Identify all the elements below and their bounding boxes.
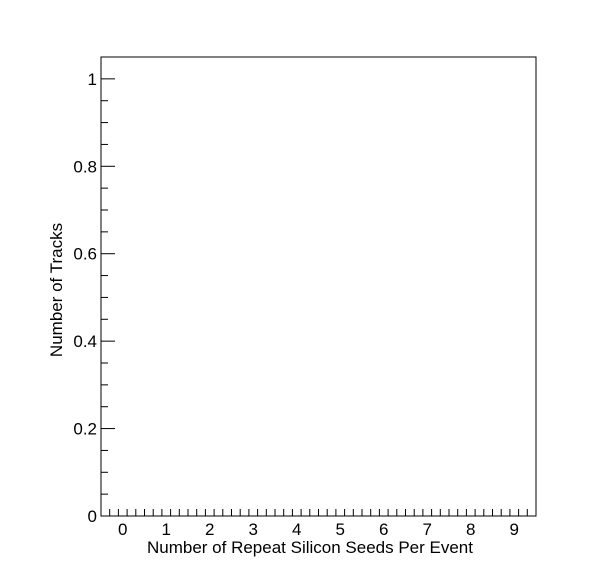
x-tick-label: 1 [162, 520, 171, 539]
y-tick-label: 0.2 [73, 420, 97, 439]
x-tick-label: 4 [292, 520, 301, 539]
y-tick-label: 0.6 [73, 245, 97, 264]
y-tick-label: 0 [88, 507, 97, 526]
x-tick-label: 2 [205, 520, 214, 539]
y-tick-label: 1 [88, 70, 97, 89]
x-tick-label: 3 [249, 520, 258, 539]
x-tick-label: 6 [379, 520, 388, 539]
x-axis-tick-labels: 0 1 2 3 4 5 6 7 8 9 [118, 520, 519, 539]
x-axis-ticks [100, 509, 537, 516]
x-tick-label: 0 [118, 520, 127, 539]
y-axis-tick-labels: 0 0.2 0.4 0.6 0.8 1 [73, 70, 97, 526]
y-tick-label: 0.4 [73, 332, 97, 351]
y-axis-title: Number of Tracks [47, 223, 66, 357]
y-tick-label: 0.8 [73, 157, 97, 176]
x-tick-label: 9 [510, 520, 519, 539]
x-axis-title: Number of Repeat Silicon Seeds Per Event [147, 538, 473, 557]
x-tick-label: 8 [466, 520, 475, 539]
plot-frame [100, 56, 537, 517]
y-axis-ticks [101, 56, 115, 517]
x-tick-label: 5 [336, 520, 345, 539]
x-tick-label: 7 [423, 520, 432, 539]
